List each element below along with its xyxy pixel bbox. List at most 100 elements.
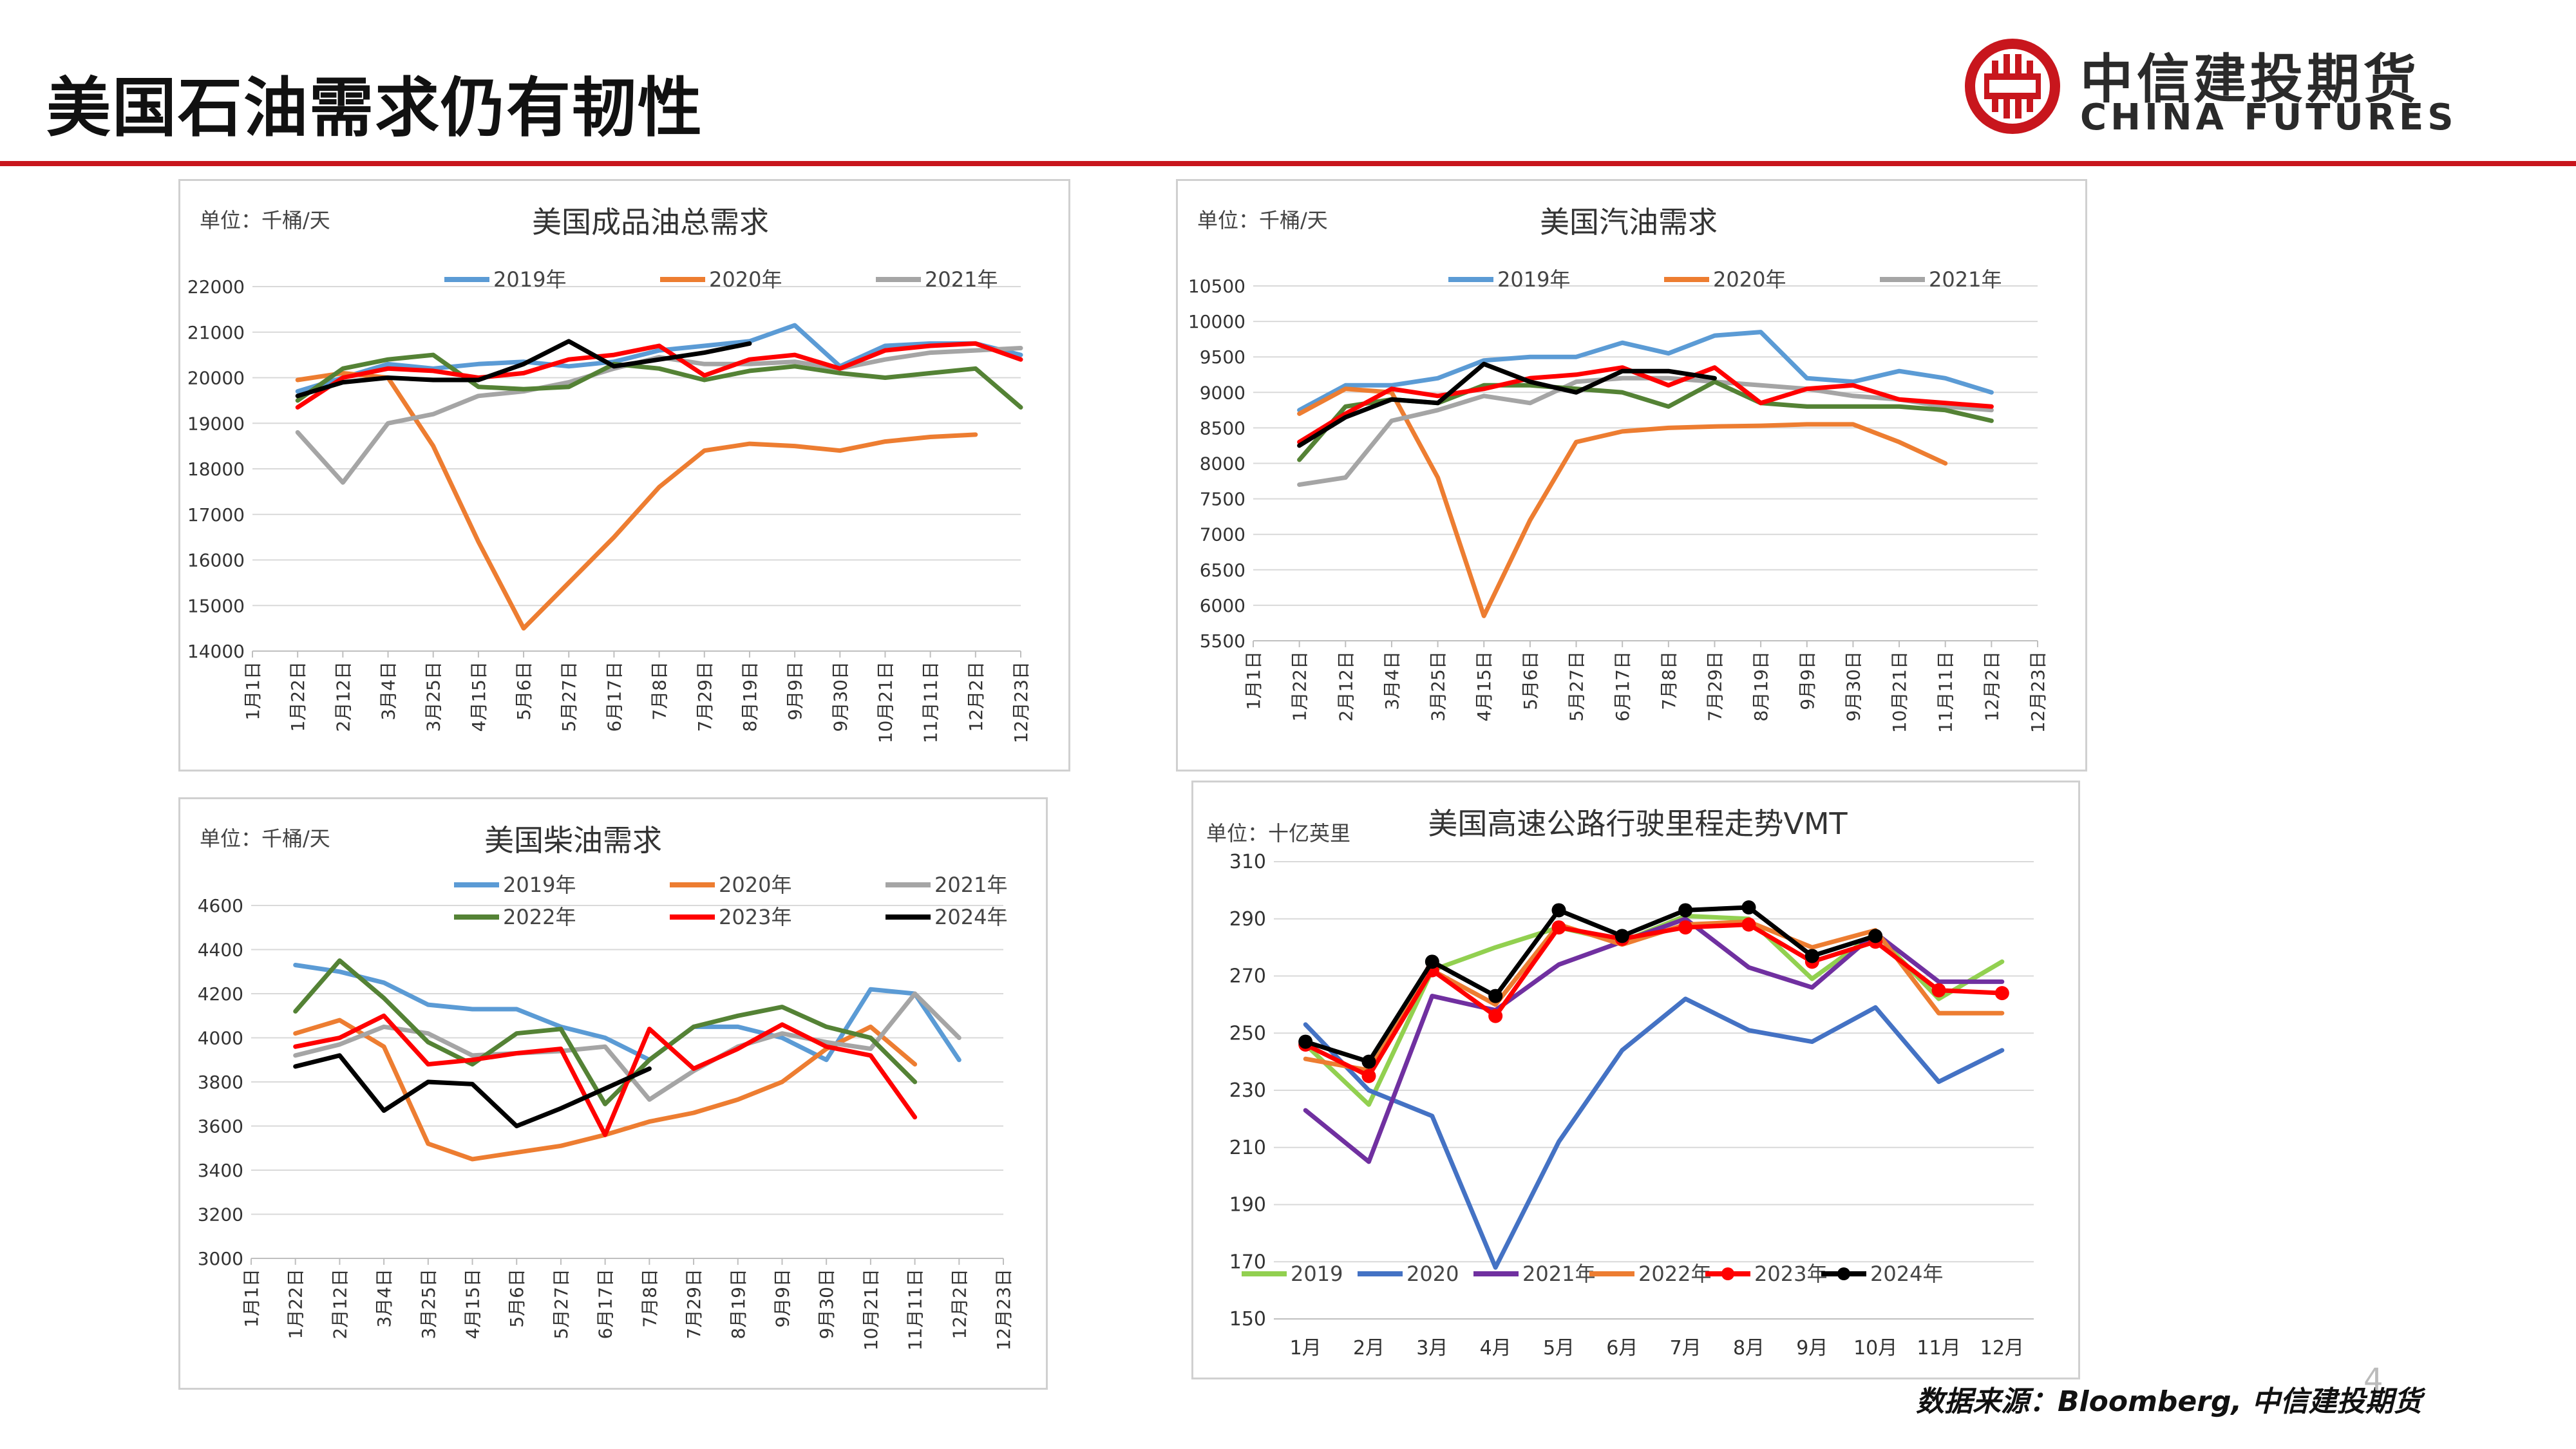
data-source: 数据来源：Bloomberg, 中信建投期货 xyxy=(1916,1385,2422,1418)
legend-label: 2019 xyxy=(1291,1262,1343,1286)
brand-logo: 中信建投期货 CHINA FUTURES xyxy=(1961,32,2566,142)
x-tick-label: 1月1日 xyxy=(241,1269,262,1328)
series-line xyxy=(1303,905,1878,1065)
x-tick-label: 8月 xyxy=(1733,1337,1765,1359)
legend-label: 2020年 xyxy=(719,873,791,897)
series-point xyxy=(1298,1034,1313,1049)
series-point xyxy=(1488,989,1503,1003)
x-tick-label: 7月8日 xyxy=(649,661,670,721)
x-tick-label: 11月11日 xyxy=(1935,651,1956,733)
x-tick-label: 3月4日 xyxy=(1381,651,1403,710)
series-line xyxy=(295,339,752,399)
x-tick-label: 8月19日 xyxy=(728,1269,749,1339)
y-tick-label: 4400 xyxy=(198,940,243,961)
series-point xyxy=(1741,917,1756,932)
legend-label: 2020年 xyxy=(1713,267,1786,292)
x-tick-label: 8月19日 xyxy=(739,661,761,732)
x-tick-label: 1月1日 xyxy=(1243,651,1264,710)
y-tick-label: 8500 xyxy=(1200,417,1245,439)
x-tick-label: 9月9日 xyxy=(772,1269,793,1328)
series-point xyxy=(1741,900,1756,914)
chart-unit-label: 单位：十亿英里 xyxy=(1206,821,1350,846)
page-number: 4 xyxy=(2363,1362,2383,1398)
chart-total-product-demand: 14000 15000 16000 17000 18000 19000 20000 21000… xyxy=(178,179,1070,772)
page-title: 美国石油需求仍有韧性 xyxy=(46,70,703,146)
series-line xyxy=(1303,922,2005,1079)
series-point xyxy=(1361,1054,1376,1069)
legend-label: 2022年 xyxy=(503,905,576,929)
header-rule xyxy=(0,161,2576,166)
chart-svg: 150 170 190 210 230 250 270 290 310 1月 2月 3月 4月 5月 6月 7… xyxy=(1206,806,2034,1359)
y-tick-label: 7000 xyxy=(1200,524,1245,545)
legend-label: 2019年 xyxy=(1497,267,1570,292)
x-tick-label: 9月30日 xyxy=(829,661,851,732)
x-tick-label: 8月19日 xyxy=(1750,651,1772,721)
brand-name-en: CHINA FUTURES xyxy=(2080,97,2458,138)
legend-label: 2021年 xyxy=(934,873,1007,897)
x-tick-label: 7月29日 xyxy=(683,1269,705,1339)
y-tick-label: 7500 xyxy=(1200,489,1245,510)
x-tick-label: 5月 xyxy=(1543,1337,1575,1359)
x-tick-label: 12月23日 xyxy=(2027,651,2049,733)
chart-svg: 5500 6000 6500 7000 7500 8000 8500 9000 9500 1000… xyxy=(1188,205,2049,733)
y-tick-label: 9500 xyxy=(1200,346,1245,368)
y-tick-label: 150 xyxy=(1229,1308,1266,1331)
x-tick-label: 1月22日 xyxy=(285,1269,307,1339)
x-tick-label: 1月 xyxy=(1290,1337,1321,1359)
x-tick-label: 12月23日 xyxy=(1010,661,1032,743)
series-point xyxy=(1678,920,1693,935)
x-tick-label: 2月 xyxy=(1353,1337,1385,1359)
series-line xyxy=(1297,365,1994,444)
x-tick-label: 5月27日 xyxy=(558,661,580,732)
x-tick-label: 1月22日 xyxy=(1289,651,1311,721)
y-tick-label: 4200 xyxy=(198,983,243,1005)
chart-svg: 14000 15000 16000 17000 18000 19000 20000 21000… xyxy=(187,205,1032,743)
y-tick-label: 16000 xyxy=(187,550,245,571)
y-tick-label: 190 xyxy=(1229,1194,1266,1217)
y-tick-label: 270 xyxy=(1229,965,1266,988)
chart-gasoline-demand: 5500 6000 6500 7000 7500 8000 8500 9000 9500 1000… xyxy=(1176,179,2087,772)
y-tick-label: 6500 xyxy=(1200,560,1245,581)
x-tick-label: 6月17日 xyxy=(595,1269,616,1339)
legend-label: 2023年 xyxy=(719,905,791,929)
x-tick-label: 7月8日 xyxy=(1658,651,1680,710)
series-line xyxy=(1303,996,2005,1270)
legend-label: 2021年 xyxy=(925,267,998,292)
x-tick-label: 4月15日 xyxy=(462,1269,484,1339)
y-tick-label: 6000 xyxy=(1200,595,1245,616)
x-tick-label: 9月9日 xyxy=(784,661,806,721)
x-tick-label: 10月21日 xyxy=(860,1269,882,1350)
x-tick-label: 12月2日 xyxy=(965,661,987,732)
series-point xyxy=(1804,949,1819,963)
x-tick-label: 7月8日 xyxy=(639,1269,660,1328)
y-tick-label: 8000 xyxy=(1200,453,1245,475)
legend-label: 2020年 xyxy=(709,267,782,292)
series-point xyxy=(1425,954,1439,969)
legend-label: 2022年 xyxy=(1638,1262,1711,1286)
chart-title: 美国高速公路行驶里程走势VMT xyxy=(1428,806,1848,841)
x-tick-label: 5月27日 xyxy=(551,1269,572,1339)
x-tick-label: 12月2日 xyxy=(1981,651,2002,721)
y-tick-label: 22000 xyxy=(187,276,245,298)
x-tick-label: 6月 xyxy=(1606,1337,1638,1359)
x-tick-label: 12月 xyxy=(1980,1337,2024,1359)
series-point xyxy=(1868,929,1883,943)
y-tick-label: 20000 xyxy=(187,368,245,389)
chart-title: 美国汽油需求 xyxy=(1540,205,1718,240)
x-tick-label: 9月30日 xyxy=(1842,651,1864,721)
x-tick-label: 7月 xyxy=(1670,1337,1701,1359)
x-tick-label: 7月29日 xyxy=(694,661,715,732)
series-point xyxy=(1931,983,1946,998)
series-line xyxy=(1297,379,1994,462)
brand-name-cn: 中信建投期货 xyxy=(2080,49,2421,110)
legend-label: 2019年 xyxy=(493,267,566,292)
chart-title: 美国成品油总需求 xyxy=(532,205,769,240)
x-tick-label: 4月15日 xyxy=(1473,651,1495,721)
chart-unit-label: 单位：千桶/天 xyxy=(200,208,330,232)
chart-unit-label: 单位：千桶/天 xyxy=(1197,208,1328,232)
x-tick-label: 5月6日 xyxy=(513,661,535,721)
x-tick-label: 11月11日 xyxy=(905,1269,926,1350)
y-tick-label: 4600 xyxy=(198,895,243,916)
y-tick-label: 3400 xyxy=(198,1160,243,1181)
series-point xyxy=(1615,929,1629,943)
